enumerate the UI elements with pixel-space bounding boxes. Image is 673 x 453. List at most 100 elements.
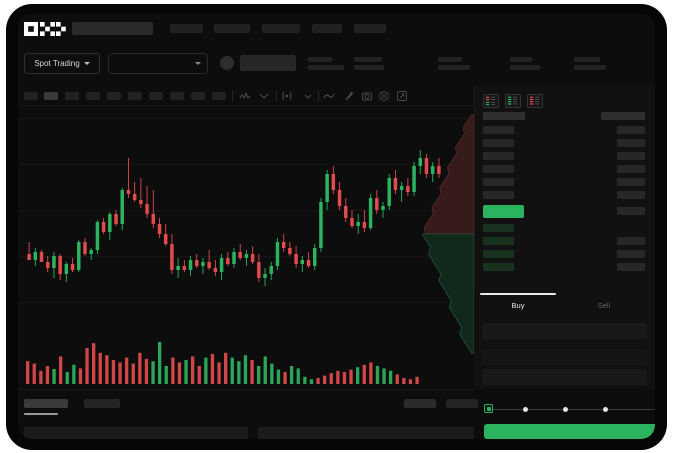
bottom-tab-open-orders[interactable] [24, 399, 68, 408]
stat-last-price-sub [308, 65, 344, 70]
camera-icon[interactable] [361, 90, 373, 102]
orderbook-ask-row[interactable] [483, 178, 514, 186]
timeframe-button-10[interactable] [212, 92, 226, 100]
orderbook-header-amount [601, 112, 645, 120]
stat-low-sub [510, 65, 540, 70]
orderbook-ask-amount [617, 178, 645, 186]
market-type-selector[interactable]: Spot Trading [24, 53, 100, 74]
orderbook-bid-row[interactable] [483, 263, 514, 271]
price-field[interactable] [482, 323, 647, 339]
orderbook-view-bids-icon[interactable] [505, 94, 521, 108]
toolbar-divider [318, 90, 319, 102]
compare-icon[interactable] [258, 90, 270, 102]
stat-last-price [308, 57, 332, 62]
orderbook-ask-row[interactable] [483, 139, 514, 147]
timeframe-button-3[interactable] [65, 92, 79, 100]
orderbook-ask-amount [617, 139, 645, 147]
chevron-down-icon [83, 62, 90, 65]
timeframe-button-7[interactable] [149, 92, 163, 100]
orderbook-view-both-icon[interactable] [483, 94, 499, 108]
nav-item-earn[interactable] [312, 24, 342, 33]
orderbook-bid-amount [617, 263, 645, 271]
orderbook-last-price [483, 205, 524, 218]
volume-series [26, 342, 419, 384]
chart-toolbar [18, 86, 474, 106]
market-subheader: Spot Trading [18, 44, 655, 86]
bottom-card-right [258, 427, 474, 439]
timeframe-button-1[interactable] [24, 92, 38, 100]
nav-item-markets[interactable] [170, 24, 203, 33]
amount-field[interactable] [482, 349, 647, 365]
timeframe-button-6[interactable] [128, 92, 142, 100]
stat-low [510, 57, 532, 62]
orderbook-ask-amount [617, 152, 645, 160]
bottom-active-tab-indicator [24, 413, 58, 415]
coin-avatar [220, 56, 234, 70]
amount-slider-step-75[interactable] [603, 407, 608, 412]
okx-logo[interactable] [24, 22, 66, 36]
bottom-action-1[interactable] [404, 399, 436, 408]
timeframe-button-8[interactable] [170, 92, 184, 100]
amount-slider-track[interactable] [488, 409, 655, 410]
amount-slider-step-25[interactable] [523, 407, 528, 412]
stat-volume [574, 57, 600, 62]
stat-change-sub [354, 65, 384, 70]
bottom-card-left [24, 427, 248, 439]
tab-buy[interactable]: Buy [511, 301, 525, 310]
orderbook-last-price-amount [617, 207, 645, 215]
trade-form-panel: Buy Sell [474, 291, 655, 389]
timeframe-button-5[interactable] [107, 92, 121, 100]
orderbook-view-asks-icon[interactable] [527, 94, 543, 108]
line-chart-icon[interactable] [323, 90, 335, 102]
stat-change [354, 57, 382, 62]
orderbook-ask-amount [617, 126, 645, 134]
drawing-tools-icon[interactable] [343, 90, 355, 102]
orderbook-bid-row[interactable] [483, 224, 514, 232]
amount-slider-step-50[interactable] [563, 407, 568, 412]
pair-name-skeleton [240, 55, 296, 71]
price-chart[interactable] [18, 106, 474, 389]
settings-icon[interactable] [378, 90, 390, 102]
orderbook-header-price [483, 112, 525, 120]
timeframe-button-4[interactable] [86, 92, 100, 100]
top-navigation-bar [18, 14, 655, 44]
orderbook-ask-row[interactable] [483, 152, 514, 160]
orderbook-ask-amount [617, 191, 645, 199]
orderbook-ask-amount [617, 165, 645, 173]
device-screen: Spot Trading [18, 14, 655, 439]
template-icon[interactable] [281, 90, 293, 102]
stat-volume-sub [574, 65, 606, 70]
trading-pair-selector[interactable] [108, 53, 208, 74]
market-type-label: Spot Trading [34, 59, 80, 68]
chart-type-chevron-icon[interactable] [302, 90, 314, 102]
orderbook-bid-row[interactable] [483, 250, 514, 258]
total-field[interactable] [482, 369, 647, 385]
search-input[interactable] [72, 22, 153, 35]
orderbook-ask-row[interactable] [483, 126, 514, 134]
nav-item-derivatives[interactable] [262, 24, 300, 33]
bottom-action-2[interactable] [446, 399, 478, 408]
active-tab-indicator [480, 293, 556, 295]
amount-slider-handle[interactable] [484, 404, 493, 413]
stat-high-sub [438, 65, 470, 70]
toolbar-divider [232, 90, 233, 102]
timeframe-button-9[interactable] [191, 92, 205, 100]
indicator-icon[interactable] [239, 90, 251, 102]
stat-high [438, 57, 462, 62]
nav-item-trade[interactable] [214, 24, 250, 33]
orderbook-bid-row[interactable] [483, 237, 514, 245]
toolbar-divider [276, 90, 277, 102]
candlestick-series [27, 150, 441, 286]
fullscreen-icon[interactable] [396, 90, 408, 102]
nav-item-more[interactable] [354, 24, 386, 33]
tab-sell[interactable]: Sell [597, 301, 611, 310]
orders-panel [18, 389, 478, 439]
orderbook-ask-row[interactable] [483, 165, 514, 173]
timeframe-button-2[interactable] [44, 92, 58, 100]
depth-chart-overlay [421, 114, 474, 354]
bottom-tab-order-history[interactable] [84, 399, 120, 408]
chevron-down-icon [195, 62, 201, 65]
submit-order-button[interactable] [484, 424, 655, 439]
orderbook-ask-row[interactable] [483, 191, 514, 199]
